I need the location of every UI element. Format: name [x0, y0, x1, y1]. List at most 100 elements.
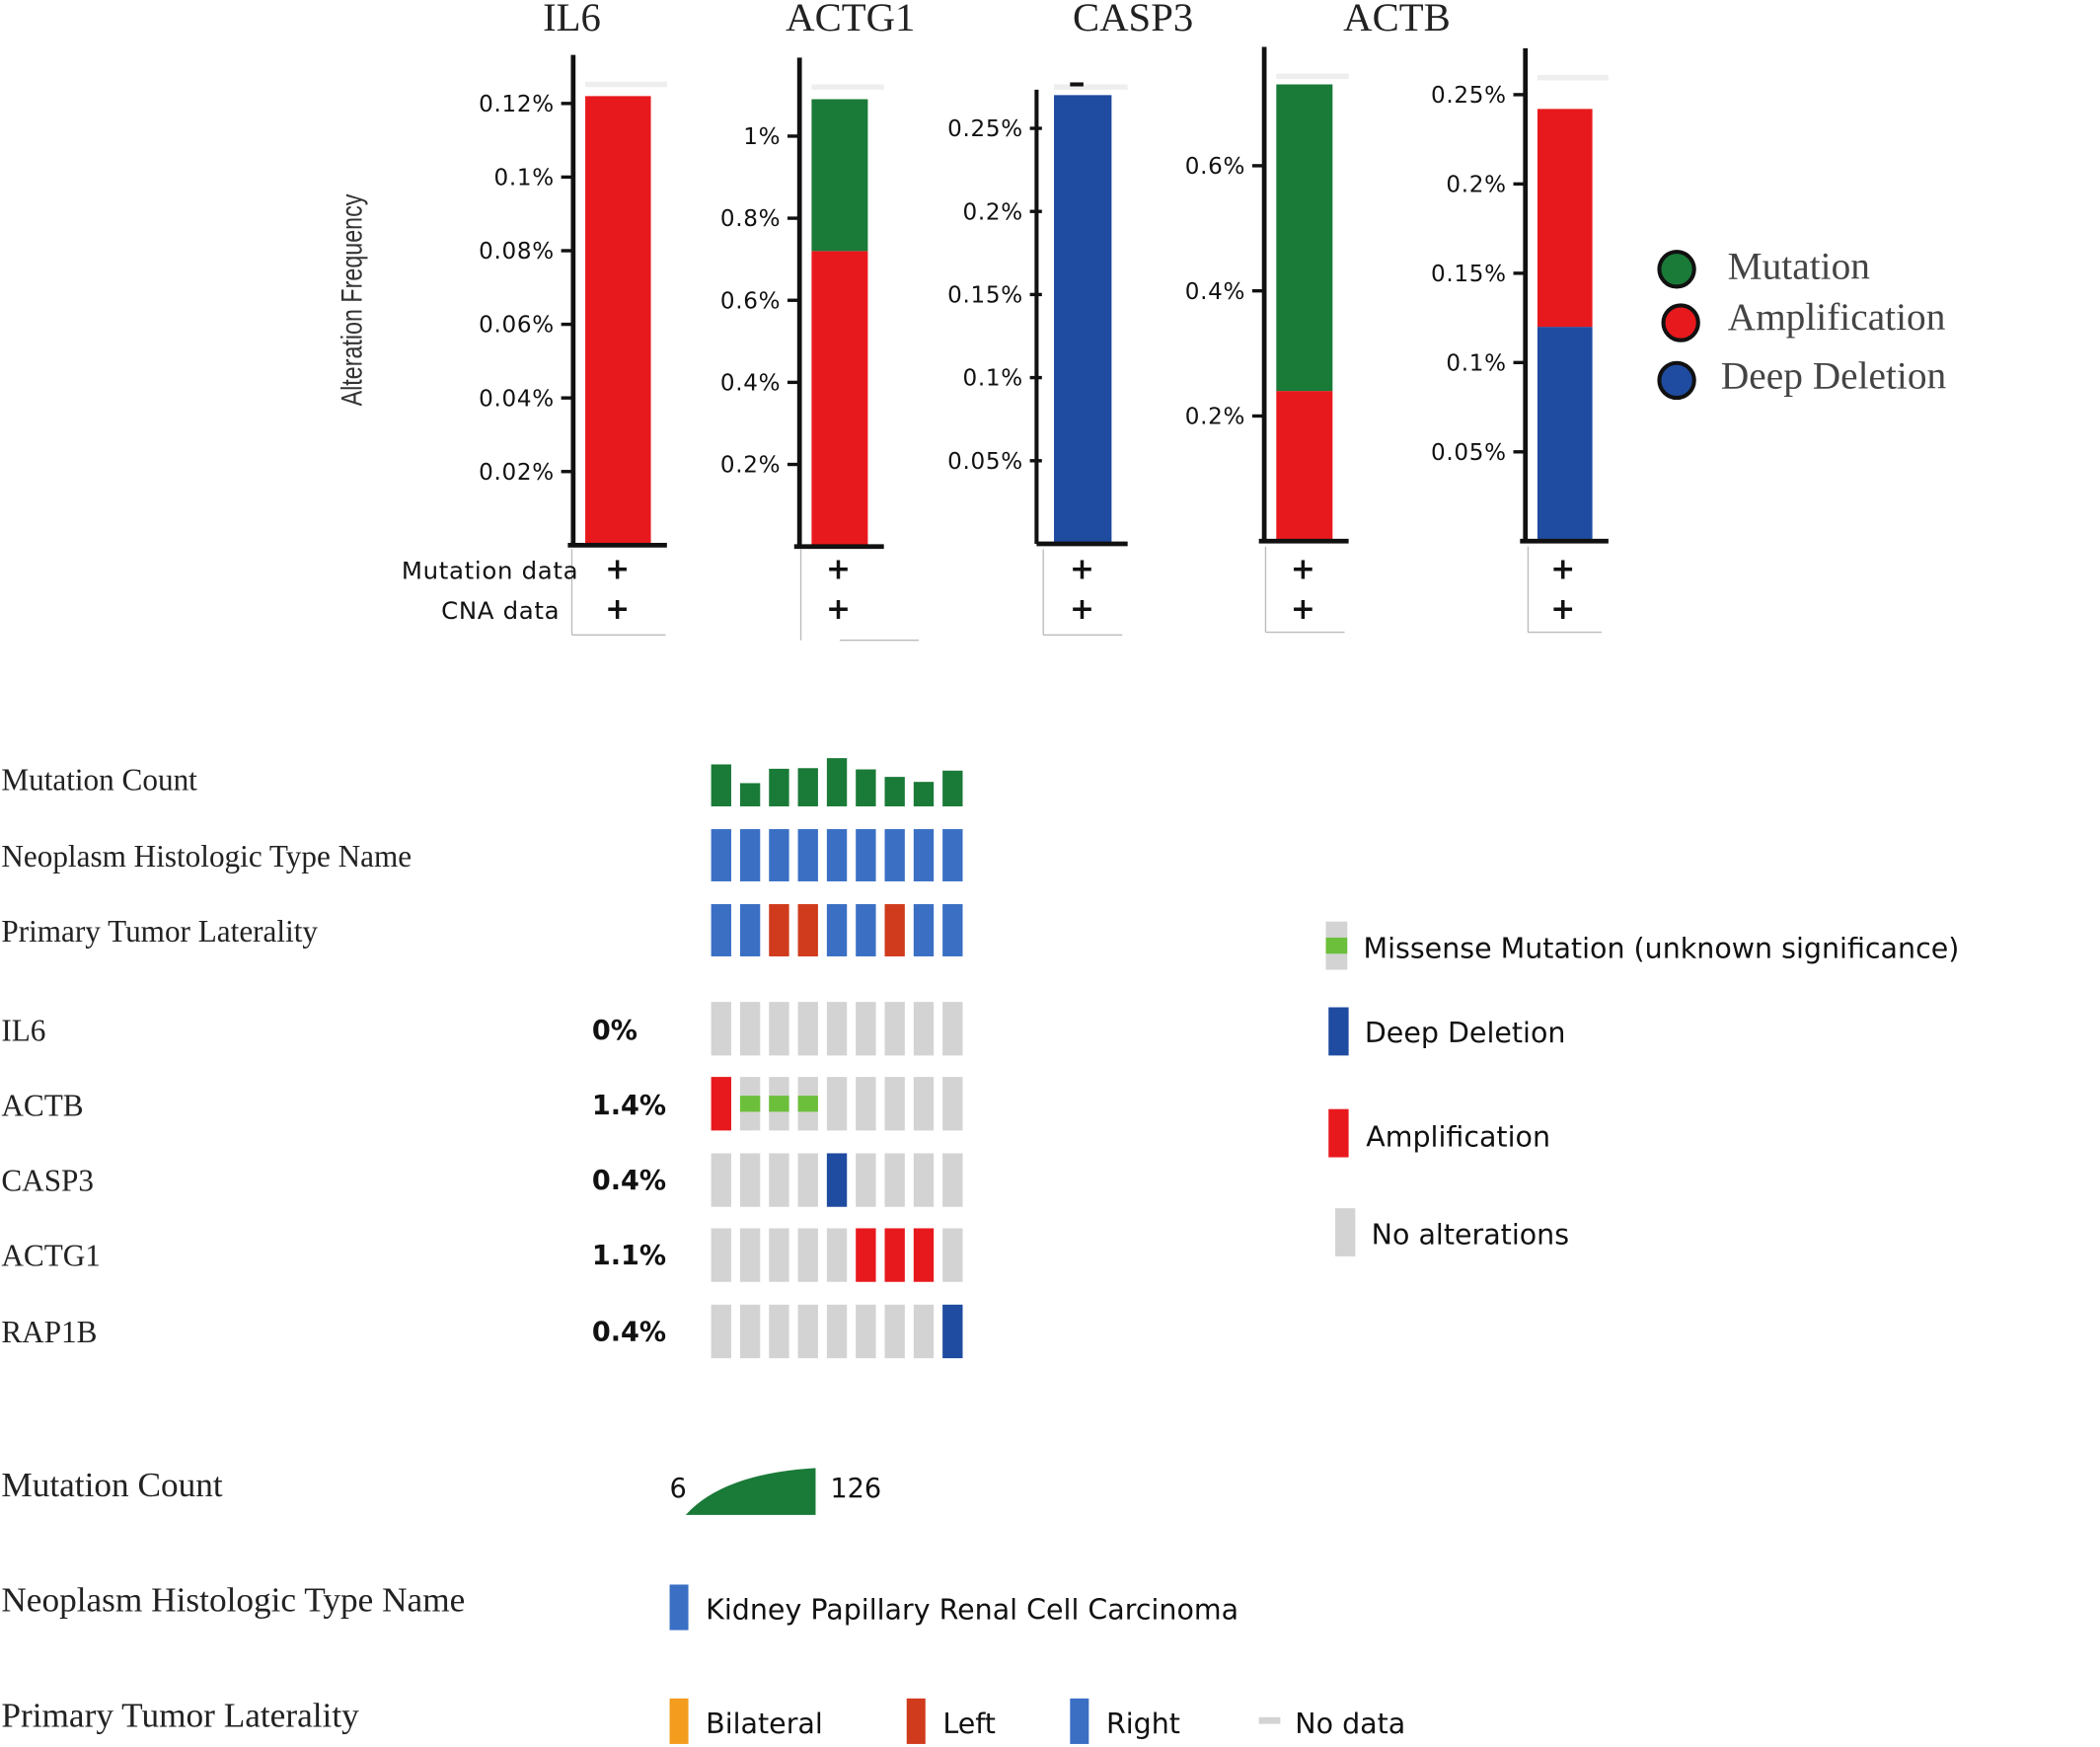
panel-title-casp3: CASP3 — [1073, 0, 1193, 39]
annotation-mark: + — [1070, 592, 1094, 627]
no-alteration-cell — [913, 1002, 935, 1056]
y-tick-label: 0.2% — [720, 453, 781, 479]
histologic-cell — [913, 829, 935, 881]
histologic-cell — [856, 829, 876, 881]
legend-label-no-data: No data — [1295, 1708, 1405, 1740]
no-alteration-cell — [739, 1153, 761, 1207]
panel-title-actb: ACTB — [1343, 0, 1451, 39]
mutation-count-bar — [913, 782, 935, 806]
y-tick-label: 0.15% — [947, 283, 1023, 309]
track-label-histologic-type: Neoplasm Histologic Type Name — [1, 839, 412, 874]
top-legend: Mutation Amplification Deep Deletion — [1657, 244, 1947, 401]
laterality-cell — [884, 904, 905, 956]
no-alteration-cell — [826, 1077, 848, 1131]
no-alteration-cell — [856, 1304, 876, 1359]
no-alteration-cell — [826, 1002, 848, 1056]
laterality-cell — [826, 904, 848, 956]
no-alteration-cell — [942, 1228, 963, 1282]
legend-label-kirp: Kidney Papillary Renal Cell Carcinoma — [706, 1594, 1238, 1627]
no-alteration-cell — [913, 1304, 935, 1359]
panel-actg1: ACTG1 0.2% 0.4% 0.6% 0.8% 1% + + — [720, 0, 919, 642]
no-alteration-cell — [884, 1153, 905, 1207]
mutation-count-bar — [797, 768, 818, 806]
y-axis-label: Alteration Frequency — [336, 193, 368, 406]
bar-segment-amplification — [1276, 391, 1333, 542]
histologic-cell — [826, 829, 848, 881]
legend-label-deep-deletion-onco: Deep Deletion — [1365, 1017, 1566, 1049]
mutation-count-bar — [884, 777, 905, 806]
no-alteration-cell — [769, 1002, 789, 1056]
track-label-laterality: Primary Tumor Laterality — [1, 914, 318, 949]
alteration-frequency-charts: Alteration Frequency IL6 0.02% 0.04% 0.06% 0… — [336, 0, 1947, 642]
gene-pct-actg1: 1.1% — [592, 1241, 666, 1271]
legend-swatch-deep-deletion — [1328, 1007, 1349, 1056]
histologic-cell — [769, 829, 789, 881]
y-tick-label: 0.2% — [963, 199, 1023, 225]
gene-pct-rap1b: 0.4% — [592, 1317, 666, 1347]
annotation-mark: + — [605, 592, 630, 627]
oncoprint-legend: Missense Mutation (unknown significance)… — [1325, 921, 1960, 1256]
histologic-cell — [797, 829, 818, 881]
no-alteration-cell — [769, 1153, 789, 1207]
annotation-mark: + — [1070, 552, 1094, 586]
alteration-missense — [739, 1096, 761, 1112]
laterality-cell — [711, 904, 731, 956]
bar-segment-deep-deletion — [1537, 327, 1593, 542]
legend-swatch-bilateral — [669, 1698, 689, 1744]
no-alteration-cell — [739, 1228, 761, 1282]
legend-swatch-missense — [1325, 937, 1348, 954]
y-tick-label: 0.4% — [1185, 279, 1245, 305]
clinical-legend: Mutation Count 6 126 Neoplasm Histologic… — [1, 1466, 1405, 1744]
legend-label-mutation: Mutation — [1728, 244, 1871, 287]
panel-casp3: CASP3 0.05% 0.1% 0.15% 0.2% 0.25% + + — [947, 0, 1193, 636]
mutation-count-min: 6 — [670, 1474, 687, 1504]
legend-swatch-no-data — [1258, 1716, 1281, 1724]
annotation-mark: + — [1291, 552, 1315, 586]
alteration-amp — [913, 1228, 935, 1282]
panel-unlabeled: 0.05% 0.1% 0.15% 0.2% 0.25% + + — [1431, 47, 1609, 634]
y-tick-label: 0.1% — [1446, 350, 1506, 376]
y-tick-label: 0.6% — [720, 288, 781, 314]
alteration-amp — [856, 1228, 876, 1282]
no-alteration-cell — [739, 1002, 761, 1056]
gene-pct-il6: 0% — [592, 1016, 638, 1046]
legend-swatch-no-alterations — [1335, 1208, 1356, 1256]
y-tick-label: 0.25% — [1431, 83, 1507, 109]
y-tick-label: 0.05% — [947, 449, 1023, 475]
legend-label-missense: Missense Mutation (unknown significance) — [1364, 932, 1960, 964]
legend-swatch-kirp — [669, 1584, 689, 1631]
no-alteration-cell — [797, 1228, 818, 1282]
panel-title-il6: IL6 — [543, 0, 601, 39]
annotation-mark: + — [605, 552, 630, 586]
histologic-cell — [884, 829, 905, 881]
panel-actb: ACTB 0.2% 0.4% 0.6% + + — [1185, 0, 1451, 634]
no-alteration-cell — [797, 1304, 818, 1359]
laterality-cell — [797, 904, 818, 956]
y-tick-label: 0.02% — [479, 460, 555, 486]
histologic-cell — [711, 829, 731, 881]
legend-label-amplification-onco: Amplification — [1366, 1121, 1550, 1154]
annotation-row-cna-data: CNA data — [441, 596, 560, 625]
laterality-cell — [769, 904, 789, 956]
no-alteration-cell — [913, 1153, 935, 1207]
y-tick-label: 0.06% — [479, 313, 555, 339]
annotation-mark: + — [1550, 552, 1575, 586]
bar-segment-amplification — [585, 96, 651, 546]
no-alteration-cell — [856, 1077, 876, 1131]
no-alteration-cell — [711, 1304, 731, 1359]
histologic-cell — [942, 829, 963, 881]
no-alteration-cell — [739, 1304, 761, 1359]
mutation-count-bar — [769, 768, 789, 806]
no-alteration-cell — [942, 1077, 963, 1131]
y-tick-label: 0.1% — [963, 366, 1023, 392]
oncoprint: Mutation Count Neoplasm Histologic Type … — [1, 758, 1960, 1359]
laterality-cell — [739, 904, 761, 956]
track-label-mutation-count: Mutation Count — [1, 763, 197, 798]
laterality-cell — [856, 904, 876, 956]
mutation-count-bar — [826, 758, 848, 806]
y-tick-label: 0.08% — [479, 239, 555, 265]
mutation-count-bar — [739, 783, 761, 806]
legend-marker-deep-deletion — [1657, 360, 1696, 401]
laterality-cell — [913, 904, 935, 956]
